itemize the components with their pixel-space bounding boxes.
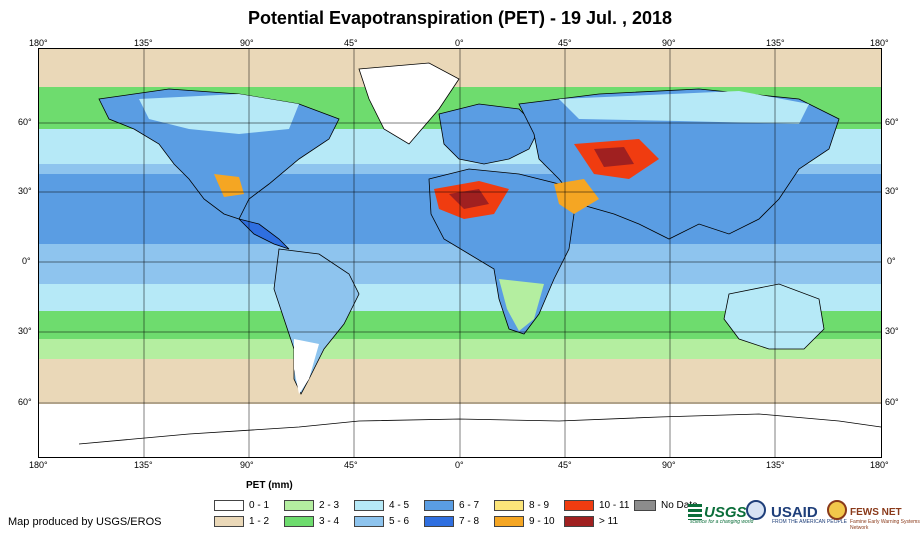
legend-label: 0 - 1 (249, 500, 270, 511)
legend-item: 6 - 7 (424, 500, 479, 511)
legend-swatch (424, 516, 454, 527)
us-hotspot (214, 174, 244, 197)
europe-landmass (438, 103, 540, 165)
lon-label-bottom: 135° (134, 460, 153, 470)
usgs-logo: USGS (688, 494, 747, 530)
usgs-logo-text: USGS (704, 503, 747, 521)
usgs-tagline: science for a changing world (690, 519, 754, 525)
lat-label-right: 60° (885, 397, 899, 407)
antarctica-coast (78, 413, 881, 445)
usaid-logo: USAID (771, 494, 818, 530)
lat-label-right: 30° (885, 186, 899, 196)
lon-label-top: 135° (766, 38, 785, 48)
legend-item: 5 - 6 (354, 516, 409, 527)
lon-label-bottom: 135° (766, 460, 785, 470)
usaid-seal-icon (746, 500, 766, 520)
lon-label-top: 45° (344, 38, 358, 48)
fews-tagline: Famine Early Warning Systems Network (850, 519, 920, 531)
legend-label: 6 - 7 (459, 500, 480, 511)
south-america-south (294, 339, 319, 394)
lon-label-top: 90° (662, 38, 676, 48)
greenland-landmass (358, 62, 460, 145)
sahara-core (449, 189, 489, 209)
legend-item: No Data (634, 500, 698, 511)
legend-swatch (564, 516, 594, 527)
legend-swatch (284, 516, 314, 527)
central-asia-core (594, 147, 634, 167)
graticule (39, 49, 881, 457)
lon-label-bottom: 0° (455, 460, 464, 470)
legend-label: 1 - 2 (249, 516, 270, 527)
legend-label: No Data (661, 500, 698, 511)
lon-label-bottom: 180° (29, 460, 48, 470)
africa-south (499, 279, 544, 331)
legend-swatch (494, 500, 524, 511)
legend-label: 2 - 3 (319, 500, 340, 511)
usaid-logo-text: USAID (771, 503, 818, 521)
legend-swatch (354, 500, 384, 511)
lon-label-bottom: 180° (870, 460, 889, 470)
legend-swatch (564, 500, 594, 511)
legend-item: 10 - 11 (564, 500, 629, 511)
fews-net-logo: FEWS NET (850, 494, 902, 530)
legend-item: 0 - 1 (214, 500, 269, 511)
lon-label-top: 0° (455, 38, 464, 48)
legend-label: 4 - 5 (389, 500, 410, 511)
legend-item: 3 - 4 (284, 516, 339, 527)
legend-label: 7 - 8 (459, 516, 480, 527)
legend-swatch (214, 500, 244, 511)
lat-label-left: 60° (18, 117, 32, 127)
asia-landmass (518, 88, 840, 240)
fews-seal-icon (827, 500, 847, 520)
pet-map[interactable] (38, 48, 882, 458)
lon-label-top: 45° (558, 38, 572, 48)
legend-swatch (634, 500, 656, 511)
canada-north (139, 94, 299, 134)
lon-label-top: 180° (29, 38, 48, 48)
legend-swatch (354, 516, 384, 527)
lon-label-top: 135° (134, 38, 153, 48)
central-america (237, 218, 290, 250)
lon-label-bottom: 90° (662, 460, 676, 470)
legend-item: > 11 (564, 516, 618, 527)
siberia-north (559, 91, 809, 124)
lon-label-bottom: 45° (344, 460, 358, 470)
legend-label: 3 - 4 (319, 516, 340, 527)
lat-label-right: 60° (885, 117, 899, 127)
lat-label-right: 0° (887, 256, 896, 266)
lat-label-left: 30° (18, 186, 32, 196)
lon-label-top: 180° (870, 38, 889, 48)
legend-label: 8 - 9 (529, 500, 550, 511)
lat-label-left: 0° (22, 256, 31, 266)
fews-logo-text: FEWS NET (850, 506, 902, 518)
lon-label-bottom: 90° (240, 460, 254, 470)
legend-item: 9 - 10 (494, 516, 555, 527)
legend-swatch (284, 500, 314, 511)
legend-item: 1 - 2 (214, 516, 269, 527)
lon-label-top: 90° (240, 38, 254, 48)
map-title: Potential Evapotranspiration (PET) - 19 … (247, 8, 673, 28)
lat-label-left: 60° (18, 397, 32, 407)
legend-label: 9 - 10 (529, 516, 555, 527)
legend-label: > 11 (599, 516, 618, 527)
legend-swatch (214, 516, 244, 527)
lat-label-left: 30° (18, 326, 32, 336)
legend-item: 2 - 3 (284, 500, 339, 511)
legend-swatch (494, 516, 524, 527)
lon-label-bottom: 45° (558, 460, 572, 470)
lat-label-right: 30° (885, 326, 899, 336)
australia-landmass (723, 283, 825, 350)
legend-item: 4 - 5 (354, 500, 409, 511)
legend-title: PET (mm) (246, 480, 293, 491)
legend-item: 7 - 8 (424, 516, 479, 527)
usgs-wave-icon (688, 504, 702, 520)
usaid-tagline: FROM THE AMERICAN PEOPLE (772, 519, 847, 525)
legend-item: 8 - 9 (494, 500, 549, 511)
map-credit: Map produced by USGS/EROS (8, 516, 162, 528)
legend-label: 10 - 11 (599, 500, 630, 511)
legend-swatch (424, 500, 454, 511)
legend-label: 5 - 6 (389, 516, 410, 527)
